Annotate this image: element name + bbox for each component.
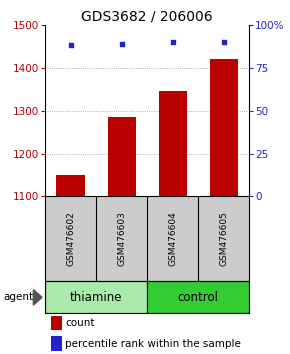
Text: control: control (178, 291, 219, 304)
Text: count: count (65, 319, 95, 329)
Bar (51, 336, 62, 351)
Bar (159, 91, 187, 196)
Bar (147, 281, 249, 313)
Bar (57, 175, 85, 196)
Text: GSM476604: GSM476604 (168, 212, 177, 266)
Text: GSM476605: GSM476605 (219, 211, 228, 267)
Bar (45, 281, 147, 313)
Point (68, 42, 73, 48)
Polygon shape (33, 290, 42, 305)
Point (222, 39, 226, 45)
Bar (108, 117, 136, 196)
Text: GSM476603: GSM476603 (117, 211, 126, 267)
Text: GSM476602: GSM476602 (66, 212, 75, 266)
Bar (210, 59, 238, 196)
Title: GDS3682 / 206006: GDS3682 / 206006 (81, 10, 213, 24)
Text: thiamine: thiamine (70, 291, 122, 304)
Text: percentile rank within the sample: percentile rank within the sample (65, 339, 241, 349)
Point (171, 39, 175, 45)
Bar (51, 316, 62, 330)
Point (119, 41, 124, 46)
Text: agent: agent (3, 292, 33, 302)
